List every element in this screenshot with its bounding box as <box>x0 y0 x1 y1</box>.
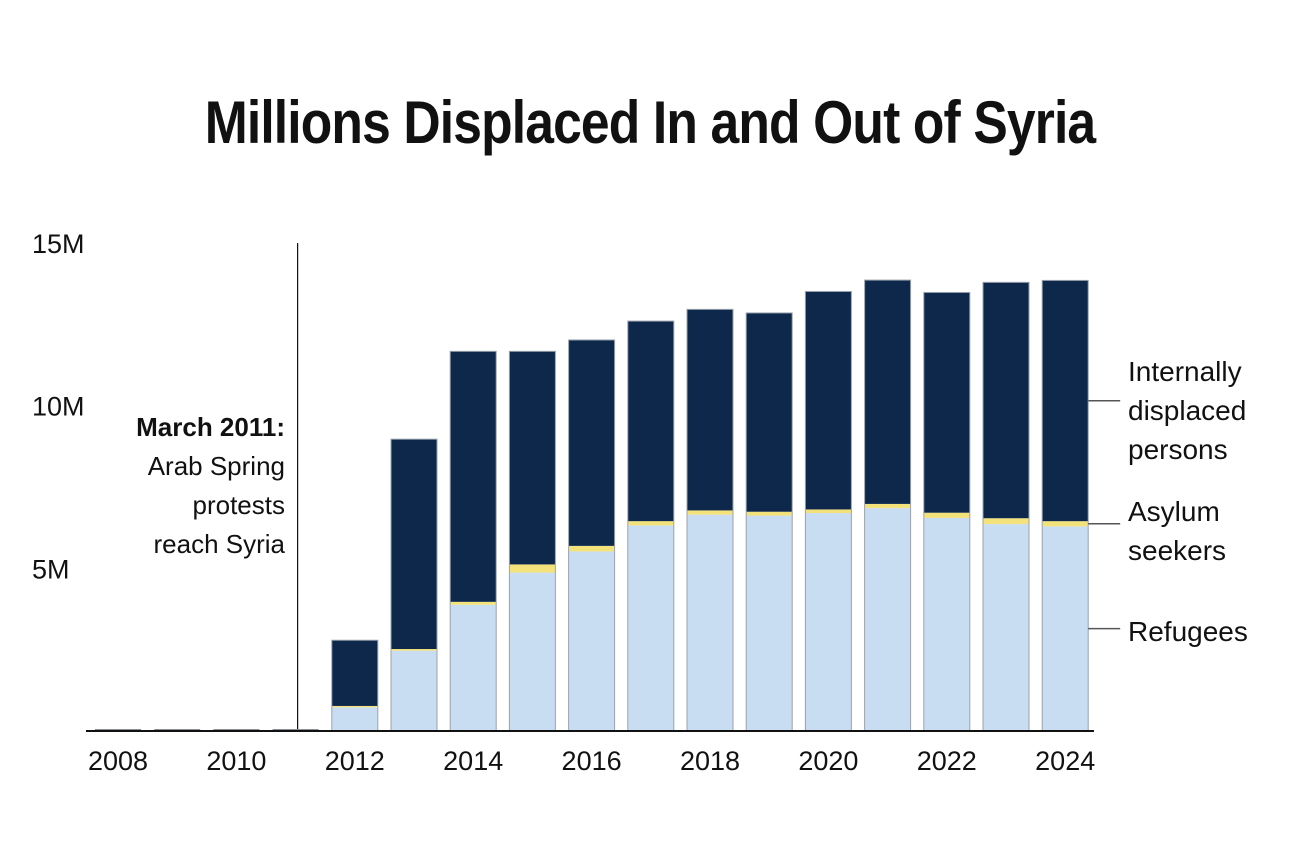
bar-internally-displaced-persons-2019 <box>746 312 793 512</box>
x-axis: 2008 2010 2012 2014 2016 2018 2020 2022 2024 <box>86 730 1095 776</box>
bar-refugees-2024 <box>1042 526 1089 731</box>
bar-refugees-2014 <box>450 604 497 731</box>
bar-stack-2016 <box>568 339 616 732</box>
bar-refugees-2019 <box>746 515 793 731</box>
bar-refugees-2016 <box>568 551 615 731</box>
bar-stack-2021 <box>864 279 912 732</box>
bar-stack-2020 <box>804 290 852 732</box>
x-tick-label: 2010 <box>206 746 266 776</box>
x-tick-label: 2018 <box>680 746 740 776</box>
bars <box>331 279 1089 732</box>
bar-refugees-2021 <box>864 508 911 731</box>
bar-asylum-seekers-2018 <box>687 510 733 515</box>
bar-asylum-seekers-2022 <box>923 512 970 518</box>
legend: Internally displaced persons Asylum seekers R… <box>1088 356 1248 647</box>
y-axis-ticks: 5M 10M 15M <box>32 229 85 584</box>
bar-internally-displaced-persons-2012 <box>331 640 378 706</box>
bar-asylum-seekers-2013 <box>391 649 437 651</box>
legend-label: persons <box>1128 434 1228 465</box>
bar-stack-2014 <box>449 350 497 732</box>
bar-stack-2013 <box>390 438 438 732</box>
bar-internally-displaced-persons-2023 <box>983 282 1029 519</box>
x-tick-label: 2022 <box>917 746 977 776</box>
bar-asylum-seekers-2017 <box>627 521 674 526</box>
bar-stack-2017 <box>627 320 675 732</box>
bar-asylum-seekers-2021 <box>864 503 911 509</box>
bar-asylum-seekers-2014 <box>450 601 497 605</box>
bar-internally-displaced-persons-2017 <box>627 321 674 522</box>
bar-refugees-2018 <box>687 514 733 731</box>
x-tick-label: 2008 <box>88 746 148 776</box>
legend-label: seekers <box>1128 535 1226 566</box>
legend-label: Refugees <box>1128 616 1248 647</box>
bar-internally-displaced-persons-2020 <box>805 291 852 510</box>
bar-asylum-seekers-2024 <box>1042 521 1089 527</box>
annotation-text-line: protests <box>193 490 286 520</box>
bar-asylum-seekers-2019 <box>746 511 793 516</box>
legend-label: Asylum <box>1128 496 1220 527</box>
bar-refugees-2015 <box>509 572 556 731</box>
bar-asylum-seekers-2016 <box>568 545 615 552</box>
bar-refugees-2012 <box>331 707 378 731</box>
bar-internally-displaced-persons-2018 <box>687 309 733 511</box>
bar-asylum-seekers-2012 <box>331 705 378 708</box>
bar-refugees-2013 <box>391 650 437 731</box>
bar-internally-displaced-persons-2013 <box>391 439 437 650</box>
bar-internally-displaced-persons-2022 <box>923 292 970 513</box>
x-tick-label: 2014 <box>443 746 503 776</box>
annotation-text-line: reach Syria <box>154 529 286 559</box>
bar-internally-displaced-persons-2014 <box>450 351 497 602</box>
x-tick-label: 2016 <box>562 746 622 776</box>
x-tick-label: 2012 <box>325 746 385 776</box>
bar-refugees-2020 <box>805 513 852 731</box>
bar-stack-2018 <box>686 308 734 732</box>
y-tick-label: 10M <box>32 392 85 422</box>
bar-internally-displaced-persons-2016 <box>568 339 615 546</box>
bar-refugees-2022 <box>923 517 970 731</box>
bar-asylum-seekers-2023 <box>983 518 1029 525</box>
y-tick-label: 15M <box>32 229 85 259</box>
annotation-march-2011: March 2011: Arab Spring protests reach Syri… <box>136 243 299 731</box>
annotation-text-line: Arab Spring <box>148 451 285 481</box>
bar-stack-2015 <box>508 350 556 732</box>
x-tick-label: 2020 <box>798 746 858 776</box>
bar-internally-displaced-persons-2021 <box>864 280 911 504</box>
bar-stack-2012 <box>331 639 379 732</box>
bar-internally-displaced-persons-2024 <box>1042 280 1089 522</box>
bar-internally-displaced-persons-2015 <box>509 351 556 565</box>
bar-asylum-seekers-2020 <box>805 509 852 514</box>
legend-label: Internally <box>1128 356 1242 387</box>
x-tick-label: 2024 <box>1035 746 1095 776</box>
bar-stack-2022 <box>923 291 971 732</box>
bar-refugees-2023 <box>983 524 1029 731</box>
bar-stack-2019 <box>745 312 793 732</box>
y-tick-label: 5M <box>32 554 70 584</box>
bar-stack-2024 <box>1041 279 1089 732</box>
bar-refugees-2017 <box>627 525 674 731</box>
legend-label: displaced <box>1128 395 1246 426</box>
bar-stack-2023 <box>982 281 1030 732</box>
bar-asylum-seekers-2015 <box>509 564 556 573</box>
chart-title: Millions Displaced In and Out of Syria <box>204 89 1096 156</box>
annotation-title: March 2011: <box>136 412 285 442</box>
